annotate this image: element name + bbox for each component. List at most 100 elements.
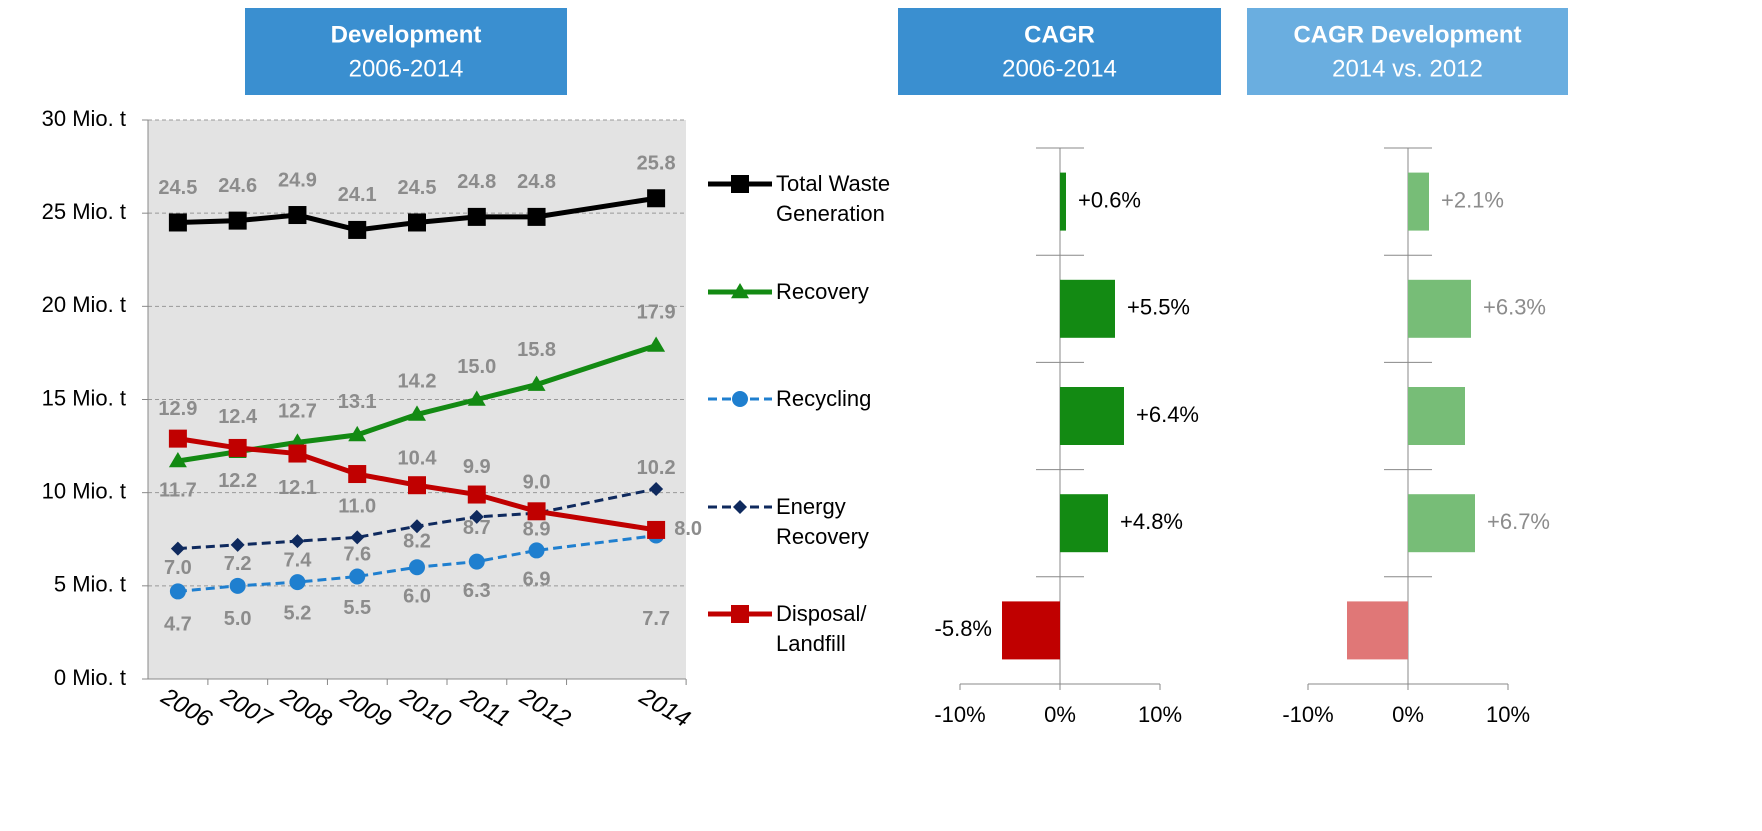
data-label: 7.4	[284, 549, 313, 571]
series-line	[177, 487, 657, 551]
data-label: -5.8%	[935, 616, 992, 641]
data-label: 5.2	[284, 602, 312, 624]
data-label: 10.4	[398, 447, 438, 469]
data-label: +6.7%	[1487, 509, 1550, 534]
x-tick-label: 0%	[1392, 702, 1424, 727]
x-tick-label: 2011	[455, 683, 514, 733]
chart-subtitle: 2014 vs. 2012	[1332, 55, 1483, 82]
data-label: +4.8%	[1120, 509, 1183, 534]
data-point	[348, 425, 367, 442]
data-label: 17.9	[637, 302, 676, 324]
chart-subtitle: 2006-2014	[349, 55, 464, 82]
data-point	[348, 465, 367, 484]
y-tick-label: 15 Mio. t	[42, 385, 126, 410]
data-label: 24.5	[398, 177, 437, 199]
data-label: +5.5%	[1127, 295, 1190, 320]
data-label: 24.8	[517, 171, 556, 193]
data-point	[229, 577, 246, 594]
y-tick-label: 10 Mio. t	[42, 478, 126, 503]
data-point	[649, 481, 664, 496]
x-tick-label: 2009	[335, 682, 396, 733]
data-point	[527, 502, 546, 521]
data-label: 8.0	[674, 518, 702, 540]
data-label: 6.3	[463, 580, 491, 602]
data-point	[168, 451, 187, 468]
data-label: 9.9	[463, 456, 491, 478]
data-point	[469, 509, 484, 524]
chart-title: CAGR	[1024, 21, 1095, 48]
data-label: 13.1	[338, 391, 377, 413]
data-point	[468, 553, 485, 570]
x-tick-label: 2014	[634, 682, 695, 733]
data-point	[528, 542, 545, 559]
data-point	[168, 213, 187, 232]
bar	[1002, 601, 1060, 660]
data-point	[170, 541, 185, 556]
data-label: 14.2	[398, 371, 437, 393]
bar	[1060, 172, 1066, 231]
data-point	[290, 534, 305, 549]
data-point	[647, 336, 666, 352]
chart-subtitle: 2006-2014	[1002, 55, 1117, 82]
data-label: 12.4	[218, 406, 258, 428]
data-label: 11.7	[159, 479, 197, 501]
data-point	[410, 519, 424, 534]
data-point	[527, 375, 546, 391]
y-tick-label: 0 Mio. t	[54, 665, 126, 690]
x-tick-label: -10%	[934, 702, 985, 727]
legend-marker	[731, 283, 749, 299]
bar	[1408, 172, 1429, 231]
data-label: +2.1%	[1441, 187, 1504, 212]
data-point	[467, 207, 486, 226]
y-tick-label: 20 Mio. t	[42, 292, 126, 317]
data-label: 24.1	[338, 184, 377, 206]
data-label: 7.7	[642, 608, 670, 630]
data-label: 15.8	[517, 339, 556, 361]
legend-marker	[731, 605, 749, 623]
data-point	[647, 189, 666, 208]
data-label: 8.2	[403, 530, 431, 552]
y-tick-label: 25 Mio. t	[42, 199, 126, 224]
data-label: 12.2	[218, 470, 257, 492]
data-point	[647, 520, 666, 539]
x-tick-label: 0%	[1044, 702, 1076, 727]
data-point	[168, 429, 187, 448]
legend-label: Disposal/ Landfill	[776, 601, 867, 656]
bar	[1060, 279, 1115, 338]
data-label: 8.7	[463, 517, 491, 539]
data-label: 7.2	[224, 553, 252, 575]
data-point	[230, 537, 245, 552]
data-point	[408, 405, 426, 421]
bar	[1408, 494, 1475, 553]
data-point	[228, 438, 247, 457]
x-tick-label: 2010	[395, 682, 456, 733]
chart-title: Development	[331, 21, 482, 48]
data-label: 24.5	[158, 177, 197, 199]
bar	[1347, 601, 1408, 660]
data-point	[408, 213, 426, 232]
data-point	[228, 211, 247, 230]
header-box	[245, 8, 567, 95]
data-label: 10.2	[637, 457, 676, 479]
data-point	[467, 390, 486, 406]
data-label: +6.4%	[1136, 402, 1199, 427]
legend-marker	[732, 391, 748, 407]
x-tick-label: 10%	[1486, 702, 1530, 727]
bar	[1060, 387, 1124, 445]
data-label: 5.5	[343, 597, 371, 619]
bar	[1408, 387, 1465, 445]
data-label: 7.6	[343, 544, 371, 566]
data-point	[527, 207, 546, 226]
x-tick-label: 2007	[216, 682, 278, 733]
chart-title: CAGR Development	[1293, 21, 1521, 48]
header-box	[898, 8, 1221, 95]
data-label: 12.9	[158, 398, 197, 420]
data-point	[348, 220, 367, 239]
data-point	[288, 444, 307, 463]
bar	[1408, 279, 1471, 338]
data-point	[467, 485, 486, 504]
data-label: 25.8	[637, 153, 676, 175]
x-tick-label: 2008	[275, 682, 336, 733]
series-line	[177, 195, 657, 233]
